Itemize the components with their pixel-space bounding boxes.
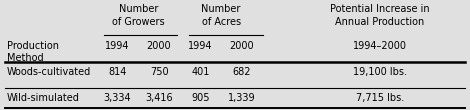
Text: 750: 750 [149, 67, 168, 77]
Text: Woods-cultivated: Woods-cultivated [7, 67, 91, 77]
Text: Production
Method: Production Method [7, 41, 59, 63]
Text: Wild-simulated: Wild-simulated [7, 93, 80, 103]
Text: Number
of Growers: Number of Growers [112, 4, 164, 27]
Text: 1994: 1994 [105, 41, 130, 51]
Text: Number
of Acres: Number of Acres [202, 4, 241, 27]
Text: 1,339: 1,339 [228, 93, 256, 103]
Text: 401: 401 [191, 67, 210, 77]
Text: 2000: 2000 [147, 41, 171, 51]
Text: 814: 814 [109, 67, 127, 77]
Text: 3,334: 3,334 [104, 93, 131, 103]
Text: 19,100 lbs.: 19,100 lbs. [353, 67, 407, 77]
Text: 7,715 lbs.: 7,715 lbs. [356, 93, 404, 103]
Text: Potential Increase in
Annual Production: Potential Increase in Annual Production [330, 4, 430, 27]
Text: 905: 905 [191, 93, 210, 103]
Text: 682: 682 [233, 67, 251, 77]
Text: 3,416: 3,416 [145, 93, 173, 103]
Text: 2000: 2000 [230, 41, 254, 51]
Text: 1994: 1994 [188, 41, 213, 51]
Text: 1994–2000: 1994–2000 [353, 41, 407, 51]
